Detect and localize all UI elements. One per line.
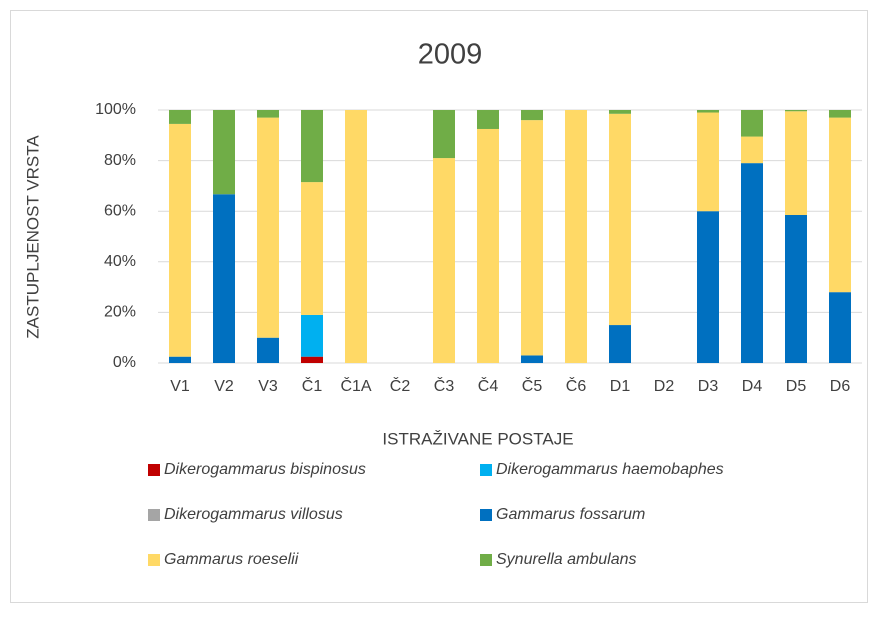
x-tick-label: D5 <box>786 378 807 395</box>
bar-segment <box>697 211 719 363</box>
bar-segment <box>785 110 807 112</box>
bar-segment <box>301 182 323 315</box>
legend-swatch <box>148 554 160 566</box>
x-tick-label: V1 <box>170 378 190 395</box>
x-tick-label: Č2 <box>390 376 411 395</box>
bar-segment <box>697 112 719 212</box>
bar-segment <box>257 110 279 118</box>
x-tick-label: Č4 <box>478 376 499 395</box>
legend-label: Dikerogammarus bispinosus <box>164 461 366 478</box>
bar-segment <box>741 136 763 164</box>
y-tick-label: 40% <box>104 253 136 270</box>
bar-segment <box>785 111 807 215</box>
bar-segment <box>609 113 631 326</box>
x-tick-label: V3 <box>258 378 278 395</box>
bar-segment <box>829 110 851 118</box>
y-tick-label: 0% <box>113 354 136 371</box>
x-tick-label: D6 <box>830 378 851 395</box>
bar-segment <box>257 117 279 338</box>
bar-segment <box>829 292 851 363</box>
bar-segment <box>741 110 763 137</box>
x-tick-label: Č1 <box>302 376 323 395</box>
bar-segment <box>697 110 719 113</box>
legend-label: Dikerogammarus villosus <box>164 506 343 523</box>
bar-segment <box>433 110 455 159</box>
bar-segment <box>565 110 587 363</box>
x-tick-label: V2 <box>214 378 234 395</box>
legend-label: Gammarus roeselii <box>164 551 299 568</box>
y-tick-label: 100% <box>95 101 136 118</box>
bar-segment <box>213 110 235 195</box>
legend-swatch <box>480 509 492 521</box>
x-axis-label: ISTRAŽIVANE POSTAJE <box>382 429 573 448</box>
x-tick-label: D3 <box>698 378 719 395</box>
bar-segment <box>609 110 631 114</box>
bar-segment <box>169 356 191 363</box>
legend-swatch <box>148 509 160 521</box>
x-tick-label: D1 <box>610 378 631 395</box>
bar-segment <box>521 110 543 121</box>
y-tick-label: 20% <box>104 304 136 321</box>
legend-label: Synurella ambulans <box>496 551 637 568</box>
chart-title: 2009 <box>418 39 483 71</box>
x-tick-label: Č5 <box>522 376 543 395</box>
x-tick-label: Č6 <box>566 376 587 395</box>
bar-segment <box>433 158 455 363</box>
x-tick-label: Č3 <box>434 376 455 395</box>
legend-label: Gammarus fossarum <box>496 506 645 523</box>
bar-segment <box>169 110 191 124</box>
bar-segment <box>829 117 851 293</box>
bar-segment <box>301 356 323 363</box>
bar-segment <box>785 214 807 363</box>
bar-segment <box>345 110 367 363</box>
x-tick-label: Č1A <box>340 376 371 395</box>
x-tick-label: D2 <box>654 378 675 395</box>
y-tick-label: 80% <box>104 152 136 169</box>
bar-segment <box>301 110 323 183</box>
legend-swatch <box>148 464 160 476</box>
y-tick-label: 60% <box>104 202 136 219</box>
bar-segment <box>213 194 235 363</box>
bar-segment <box>609 325 631 363</box>
bar-segment <box>521 120 543 356</box>
bar-segment <box>301 314 323 357</box>
legend-swatch <box>480 464 492 476</box>
bar-segment <box>741 163 763 363</box>
legend-swatch <box>480 554 492 566</box>
x-tick-label: D4 <box>742 378 763 395</box>
legend-label: Dikerogammarus haemobaphes <box>496 461 724 478</box>
bar-segment <box>169 123 191 357</box>
y-axis-label: ZASTUPLJENOST VRSTA <box>23 135 42 339</box>
bar-segment <box>477 128 499 363</box>
bar-segment <box>521 355 543 363</box>
bar-segment <box>257 337 279 363</box>
bar-segment <box>477 110 499 129</box>
